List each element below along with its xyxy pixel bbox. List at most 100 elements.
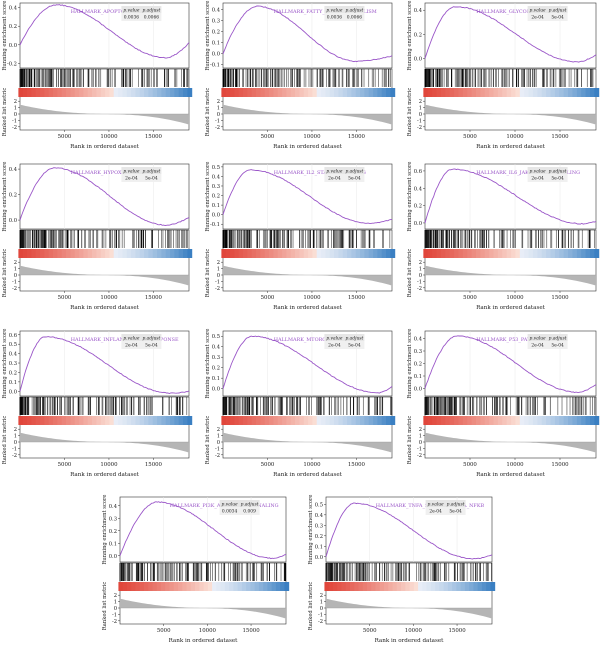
rank-color-stripe-segment	[515, 88, 521, 97]
rank-color-stripe-segment	[329, 416, 335, 425]
y-axis-label-es: Running enrichment score	[102, 495, 108, 565]
padjust-header: p.adjust	[549, 8, 567, 13]
rank-color-stripe-segment	[316, 416, 322, 425]
rank-color-stripe-segment	[250, 582, 256, 591]
rank-color-stripe-segment	[303, 88, 309, 97]
rank-color-stripe-segment	[454, 416, 459, 425]
metric-tick-label: 1	[419, 267, 422, 273]
rank-color-stripe-segment	[475, 249, 481, 258]
x-axis-label: Rank in ordered dataset	[476, 472, 546, 478]
rank-color-stripe-segment	[371, 582, 376, 591]
padjust-value: 0.0066	[347, 16, 363, 21]
pvalue-table-row	[121, 174, 162, 182]
rank-color-stripe-segment	[377, 416, 383, 425]
pvalue-header: p.value	[123, 336, 140, 341]
rank-color-stripe-segment	[237, 582, 243, 591]
rank-color-stripe-segment	[497, 88, 503, 97]
rank-color-stripe-segment	[464, 582, 470, 591]
rank-color-stripe-segment	[572, 88, 578, 97]
ranked-metric-area	[120, 598, 286, 619]
rank-color-stripe-segment	[18, 88, 24, 97]
rank-color-stripe-segment	[247, 249, 253, 258]
rank-color-stripe-segment	[220, 582, 226, 591]
x-tick-label: 5000	[157, 628, 171, 634]
rank-color-stripe-segment	[489, 249, 495, 258]
rank-color-stripe-segment	[502, 88, 508, 97]
rank-color-stripe-segment	[427, 416, 433, 425]
rank-color-stripe-segment	[554, 416, 560, 425]
pvalue-table-row	[324, 13, 365, 21]
rank-color-stripe-segment	[234, 416, 240, 425]
rank-color-stripe-segment	[144, 249, 149, 258]
x-tick-label: 5000	[261, 462, 275, 468]
metric-tick-label: -1	[12, 446, 17, 452]
rank-color-stripe-segment	[40, 416, 45, 425]
es-tick-label: 0.1	[212, 203, 220, 209]
metric-tick-label: 2	[217, 260, 220, 266]
rank-color-stripe-segment	[364, 88, 370, 97]
rank-color-stripe-segment	[161, 88, 167, 97]
rank-color-stripe-segment	[589, 88, 595, 97]
rank-color-stripe-segment	[256, 249, 261, 258]
rank-color-stripe-segment	[377, 249, 383, 258]
rank-color-stripe-segment	[269, 88, 274, 97]
rank-color-stripe-segment	[135, 249, 141, 258]
gsea-panel: 0.0 0.1 0.2 0.3 0.4 HALLMARK_P53_PATHWAYp.val…	[407, 329, 600, 478]
rank-color-stripe-segment	[277, 249, 283, 258]
es-tick-label: 0.1	[212, 41, 220, 47]
rank-color-stripe-segment	[203, 582, 209, 591]
rank-color-stripe-segment	[173, 582, 179, 591]
rank-color-stripe-segment	[105, 416, 110, 425]
pvalue-table-header	[324, 167, 365, 174]
rank-color-stripe-segment	[40, 88, 45, 97]
rank-color-stripe-segment	[349, 582, 355, 591]
rank-color-stripe-segment	[273, 249, 279, 258]
rank-color-stripe-segment	[187, 416, 193, 425]
rank-color-stripe-segment	[247, 88, 253, 97]
rank-color-stripe-segment	[122, 582, 128, 591]
rank-color-stripe-segment	[165, 416, 171, 425]
rank-color-stripe-segment	[546, 249, 552, 258]
rank-color-stripe-segment	[143, 582, 149, 591]
rank-color-stripe-segment	[118, 88, 123, 97]
rank-color-stripe-segment	[471, 88, 477, 97]
gene-set-title: HALLMARK_P53_PATHWAY	[476, 337, 546, 343]
rank-color-stripe-segment	[57, 88, 63, 97]
padjust-value: 0.009	[243, 510, 256, 515]
metric-tick-label: -1	[12, 279, 17, 285]
y-axis-label-es: Running enrichment score	[407, 1, 413, 71]
x-tick-label: 5000	[261, 295, 275, 301]
rank-color-stripe-segment	[258, 582, 264, 591]
rank-color-stripe-segment	[541, 249, 547, 258]
pvalue-table-row	[324, 174, 365, 182]
rank-color-stripe-segment	[109, 249, 115, 258]
rank-color-stripe-segment	[144, 416, 149, 425]
x-tick-label: 15000	[242, 628, 260, 634]
es-tick-label: -0.1	[210, 63, 220, 69]
rank-color-stripe-segment	[471, 416, 477, 425]
running-es-curve	[19, 336, 190, 394]
rank-color-stripe-segment	[368, 249, 374, 258]
es-tick-label: 0.0	[9, 389, 17, 395]
rank-color-stripe-segment	[325, 249, 331, 258]
metric-tick-label: -2	[12, 453, 17, 459]
rank-color-stripe-segment	[22, 249, 28, 258]
rank-color-stripe-segment	[100, 249, 106, 258]
rank-color-stripe-segment	[368, 88, 374, 97]
metric-tick-label: 0	[14, 273, 17, 279]
rank-color-stripe-segment	[195, 582, 200, 591]
es-tick-label: 0.2	[212, 194, 220, 200]
rank-color-stripe-segment	[484, 88, 490, 97]
y-axis-label-metric: Ranked list metric	[205, 88, 211, 137]
rank-color-stripe-segment	[139, 416, 145, 425]
rank-color-stripe-segment	[519, 88, 525, 97]
x-axis-label: Rank in ordered dataset	[375, 638, 445, 644]
rank-color-stripe-segment	[273, 88, 279, 97]
rank-color-stripe-segment	[286, 88, 292, 97]
pvalue-table-row	[527, 341, 568, 349]
rank-color-stripe-segment	[524, 249, 530, 258]
rank-color-stripe-segment	[299, 88, 305, 97]
rank-color-stripe-segment	[224, 582, 230, 591]
metric-tick-label: 2	[419, 260, 422, 266]
rank-color-stripe-segment	[27, 416, 32, 425]
